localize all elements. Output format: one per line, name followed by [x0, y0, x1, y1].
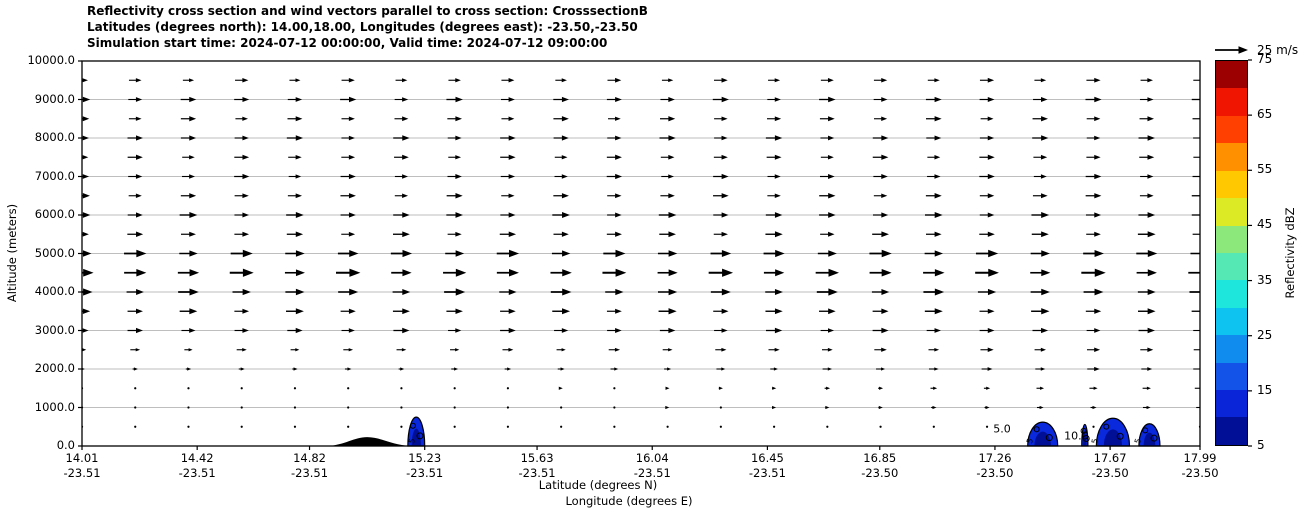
x-tick-lon: -23.51 — [518, 466, 556, 480]
y-tick-label: 6000.0 — [34, 207, 75, 221]
x-tick-label: 14.01 -23.51 — [50, 451, 114, 481]
x-tick-lat: 14.42 — [180, 451, 214, 465]
x-tick-lat: 14.01 — [65, 451, 99, 465]
y-tick-label: 3000.0 — [34, 322, 75, 337]
reflectivity-colorbar — [1215, 60, 1248, 446]
x-tick-lat: 16.85 — [863, 451, 897, 465]
colorbar-segment — [1216, 170, 1247, 199]
colorbar-tick-label: 5 — [1257, 438, 1265, 452]
colorbar-tick-label: 25 — [1257, 327, 1273, 342]
x-tick-label: 16.04 -23.51 — [620, 451, 684, 481]
colorbar-tick-label: 55 — [1257, 162, 1273, 177]
x-tick-lat: 17.99 — [1183, 451, 1217, 465]
colorbar-segment — [1216, 335, 1247, 363]
terrain-profile — [327, 437, 411, 446]
y-tick-label: 4000.0 — [34, 284, 75, 298]
reflectivity-cell — [407, 416, 426, 447]
wind-vector-field — [82, 77, 1200, 428]
x-tick-label: 15.23 -23.51 — [393, 451, 457, 481]
colorbar-segment — [1216, 307, 1247, 336]
x-tick-lat: 14.82 — [293, 451, 326, 465]
x-tick-lon: -23.50 — [1181, 466, 1219, 480]
reflectivity-cell — [1095, 418, 1131, 447]
colorbar-segment — [1216, 417, 1247, 445]
colorbar-segment — [1216, 115, 1247, 144]
colorbar-label: Reflectivity dBZ — [1283, 207, 1297, 299]
x-tick-lon: -23.51 — [178, 466, 216, 480]
colorbar-segment — [1216, 252, 1247, 281]
x-tick-lon: -23.50 — [861, 466, 899, 480]
colorbar-segment — [1216, 280, 1247, 308]
quiver-key-label: 25 m/s — [1257, 43, 1299, 57]
colorbar-tick-label: 15 — [1257, 382, 1273, 397]
x-tick-lat: 15.63 — [520, 451, 554, 465]
x-tick-label: 14.82 -23.51 — [278, 451, 342, 481]
x-tick-label: 17.26 -23.50 — [963, 451, 1027, 481]
x-tick-label: 14.42 -23.51 — [165, 451, 229, 481]
reflectivity-cell — [1080, 423, 1090, 447]
colorbar-segment — [1216, 225, 1247, 253]
y-tick-label: 9000.0 — [34, 91, 75, 106]
y-tick-label: 1000.0 — [34, 399, 75, 414]
colorbar-segment — [1216, 143, 1247, 171]
x-axis-label-longitude: Longitude (degrees E) — [565, 494, 693, 508]
x-tick-label: 15.63 -23.51 — [505, 451, 569, 481]
x-tick-label: 17.99 -23.50 — [1168, 451, 1232, 481]
x-tick-lon: -23.50 — [976, 466, 1014, 480]
contour-label: 5.0 — [993, 422, 1011, 436]
x-tick-label: 16.85 -23.50 — [848, 451, 912, 481]
x-tick-lat: 15.23 — [408, 451, 442, 465]
quiver-key-arrow — [1215, 46, 1248, 54]
x-axis-label-latitude: Latitude (degrees N) — [538, 478, 658, 492]
colorbar-tick-label: 45 — [1257, 217, 1273, 232]
x-tick-lat: 16.04 — [635, 451, 669, 465]
x-tick-label: 17.67 -23.50 — [1078, 451, 1142, 481]
figure-subtitle-time: Simulation start time: 2024-07-12 00:00:… — [87, 36, 608, 50]
reflectivity-cell — [1138, 423, 1161, 447]
colorbar-segment — [1216, 198, 1247, 226]
colorbar-tick-label: 65 — [1257, 107, 1273, 122]
reflectivity-cell — [1027, 422, 1059, 447]
colorbar-tick-label: 75 — [1257, 52, 1273, 66]
y-tick-label: 10000.0 — [27, 53, 75, 67]
x-tick-lon: -23.51 — [748, 466, 786, 480]
colorbar-segment — [1216, 88, 1247, 116]
x-tick-lon: -23.51 — [406, 466, 444, 480]
x-tick-label: 16.45 -23.51 — [735, 451, 799, 481]
figure-subtitle-latlon: Latitudes (degrees north): 14.00,18.00, … — [87, 20, 638, 34]
colorbar-segment — [1216, 390, 1247, 418]
y-tick-label: 7000.0 — [34, 168, 75, 183]
y-tick-label: 5000.0 — [34, 245, 75, 260]
colorbar-tick-label: 35 — [1257, 272, 1273, 287]
figure-title: Reflectivity cross section and wind vect… — [87, 4, 648, 18]
colorbar-segment — [1216, 362, 1247, 391]
x-tick-lat: 17.26 — [978, 451, 1012, 465]
y-tick-label: 2000.0 — [34, 361, 75, 375]
x-tick-lon: -23.50 — [1091, 466, 1129, 480]
y-tick-label: 0.0 — [56, 438, 75, 452]
x-tick-lat: 17.67 — [1093, 451, 1127, 465]
x-tick-lon: -23.51 — [290, 466, 329, 480]
x-tick-lon: -23.51 — [633, 466, 671, 480]
y-tick-label: 8000.0 — [34, 130, 75, 144]
x-tick-lon: -23.51 — [63, 466, 101, 480]
x-tick-lat: 16.45 — [750, 451, 784, 465]
contour-label: 10.0 — [1064, 429, 1089, 443]
colorbar-segment — [1216, 61, 1247, 89]
